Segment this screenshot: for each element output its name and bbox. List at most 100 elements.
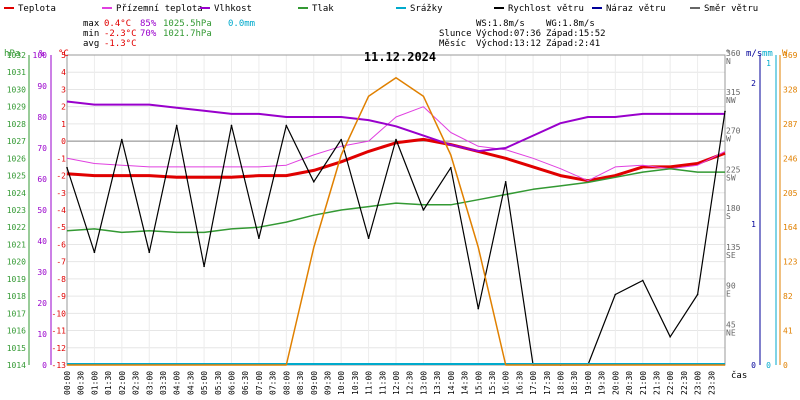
time-tick-label: 21:30 (652, 371, 661, 395)
wind-point (148, 251, 151, 254)
grid (66, 54, 726, 366)
temp-tick-label: -13 (52, 361, 67, 370)
pct-tick-label: 100 (33, 51, 48, 60)
stat-avg-temp: -1.3°C (104, 39, 137, 49)
wind-point (230, 124, 233, 127)
w-tick-label: 246 (783, 154, 798, 163)
pct-tick-label: 20 (37, 299, 47, 308)
unit-mm: mm (762, 49, 773, 59)
hpa-tick-label: 1021 (7, 240, 26, 249)
hpa-tick-label: 1024 (7, 189, 26, 198)
legend: Teplota Přízemní teplota Vlhkost Tlak Srážky… (4, 4, 758, 14)
time-tick-label: 09:00 (310, 371, 319, 395)
wind-point (450, 166, 452, 169)
temp-tick-label: 4 (61, 68, 66, 77)
time-tick-label: 06:00 (228, 371, 237, 395)
wind-point (312, 181, 315, 183)
legend-item: Náraz větru (606, 4, 666, 14)
stat-max-hum: 85% (140, 19, 157, 29)
pct-tick-label: 0 (42, 361, 47, 370)
moon-set: Západ:2:41 (546, 39, 600, 49)
wind-wg: WG:1.8m/s (546, 19, 595, 29)
wind-point (395, 138, 397, 141)
time-tick-label: 16:00 (502, 371, 511, 395)
temp-tick-label: -3 (56, 189, 66, 198)
sun-rise: Východ:07:36 (476, 29, 541, 39)
stat-min-hum: 70% (140, 29, 157, 39)
temp-tick-label: -11 (52, 327, 67, 336)
hpa-tick-label: 1014 (7, 361, 26, 370)
time-tick-label: 03:00 (145, 371, 154, 395)
ms-tick-label: 0 (751, 361, 756, 370)
temp-tick-label: -9 (56, 292, 66, 301)
legend-item: Tlak (312, 4, 334, 14)
time-tick-label: 21:00 (639, 371, 648, 395)
sun-label: Slunce (439, 29, 472, 39)
pct-tick-label: 30 (37, 268, 47, 277)
time-tick-label: 05:30 (214, 371, 223, 395)
time-tick-label: 20:00 (611, 371, 620, 395)
w-tick-label: 82 (783, 292, 793, 301)
dir-tick-label: S (726, 212, 731, 221)
time-tick-label: 22:00 (666, 371, 675, 395)
wind-point (614, 293, 617, 296)
deg-tick-label: 225 (726, 165, 741, 174)
unit-w: W (782, 49, 788, 59)
ms-tick-label: 2 (751, 79, 756, 88)
series-layer (66, 76, 726, 366)
legend-item: Teplota (18, 4, 56, 14)
time-tick-label: 13:00 (419, 371, 428, 395)
unit-pct: % (39, 49, 45, 59)
wind-point (285, 124, 288, 127)
time-tick-label: 17:00 (529, 371, 538, 395)
time-tick-label: 23:30 (707, 371, 716, 395)
time-tick-label: 10:30 (351, 371, 360, 395)
pct-tick-label: 80 (37, 113, 47, 122)
hpa-tick-label: 1031 (7, 68, 26, 77)
wind-point (724, 110, 726, 113)
moon-label: Měsíc (439, 39, 466, 49)
dir-tick-label: SW (726, 173, 736, 182)
deg-tick-label: 45 (726, 320, 736, 329)
wind-point (696, 293, 699, 296)
stat-max-temp: 0.4°C (104, 19, 131, 29)
deg-tick-label: 135 (726, 243, 741, 252)
temp-tick-label: 1 (61, 120, 66, 129)
stat-avg-label: avg (83, 39, 99, 49)
temp-tick-label: -7 (56, 258, 66, 267)
series-sol-rn-z-en- (67, 76, 725, 366)
wind-point (258, 237, 260, 239)
unit-deg: ° (725, 49, 730, 59)
time-tick-label: 12:30 (406, 371, 415, 395)
pct-tick-label: 90 (37, 82, 47, 91)
temp-tick-label: 0 (61, 137, 66, 146)
wind-point (175, 124, 178, 127)
stat-min-label: min (83, 29, 99, 39)
hpa-tick-label: 1015 (7, 344, 26, 353)
unit-hpa: hPa (4, 49, 20, 59)
w-tick-label: 205 (783, 189, 798, 198)
time-tick-label: 23:00 (694, 371, 703, 395)
time-tick-label: 22:30 (680, 371, 689, 395)
time-tick-label: 08:00 (282, 371, 291, 395)
wind-point (477, 307, 480, 310)
time-tick-label: 07:30 (269, 371, 278, 395)
dir-tick-label: NW (726, 96, 736, 105)
stat-max-label: max (83, 19, 100, 29)
time-tick-label: 08:30 (296, 371, 305, 395)
pct-tick-label: 50 (37, 206, 47, 215)
pct-tick-label: 10 (37, 330, 47, 339)
hpa-tick-label: 1017 (7, 309, 26, 318)
dir-tick-label: NE (726, 328, 736, 337)
hpa-tick-label: 1032 (7, 51, 26, 60)
deg-tick-label: 360 (726, 49, 741, 58)
time-tick-label: 02:00 (118, 371, 127, 395)
time-tick-label: 17:30 (543, 371, 552, 395)
pct-tick-label: 70 (37, 144, 47, 153)
axes: 1014101510161017101810191020102110221023… (7, 49, 798, 395)
time-tick-label: 00:00 (63, 371, 72, 395)
time-tick-label: 12:00 (392, 371, 401, 395)
dir-tick-label: SE (726, 251, 736, 260)
